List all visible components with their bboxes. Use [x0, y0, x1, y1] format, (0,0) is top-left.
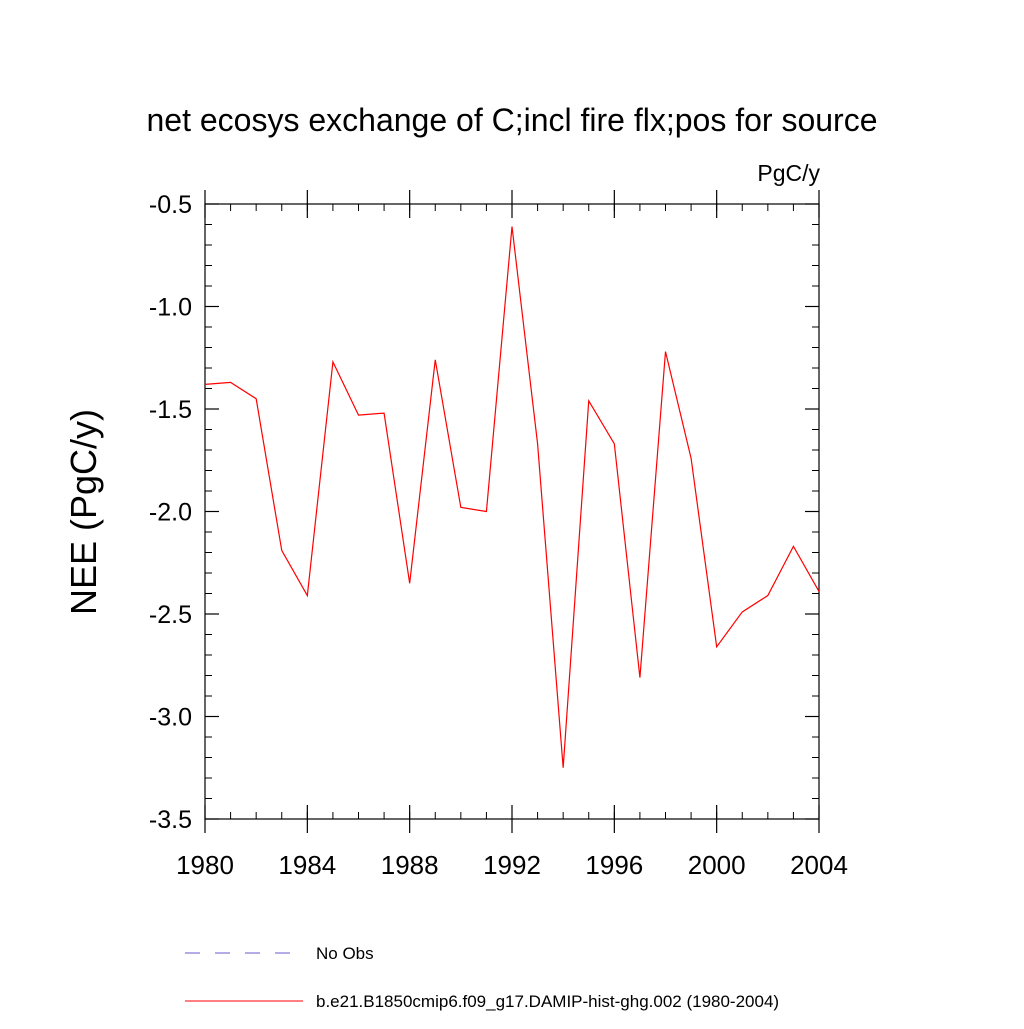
- legend-label: No Obs: [316, 944, 374, 963]
- y-tick-label: -1.0: [149, 294, 192, 322]
- legend-label: b.e21.B1850cmip6.f09_g17.DAMIP-hist-ghg.…: [316, 992, 779, 1011]
- x-axis: 1980 1984 1988 1992 1996 2000 2004: [176, 190, 848, 880]
- x-tick-label: 1984: [278, 850, 336, 880]
- x-tick-label: 1992: [483, 850, 541, 880]
- y-tick-label: -3.0: [149, 704, 192, 732]
- y-tick-label: -1.5: [149, 396, 192, 424]
- x-tick-label: 1988: [381, 850, 439, 880]
- plot-border: [205, 204, 819, 819]
- y-tick-label: -0.5: [149, 191, 192, 219]
- y-tick-label: -2.0: [149, 499, 192, 527]
- legend: No Obs b.e21.B1850cmip6.f09_g17.DAMIP-his…: [185, 944, 779, 1011]
- y-axis: -0.5 -1.0 -1.5 -2.0 -2.5 -3.0 -3.5: [149, 191, 819, 834]
- x-tick-label: 1980: [176, 850, 234, 880]
- units-label: PgC/y: [757, 160, 820, 186]
- x-tick-label: 2004: [790, 850, 848, 880]
- chart-title: net ecosys exchange of C;incl fire flx;p…: [146, 102, 877, 138]
- y-axis-label: NEE (PgC/y): [63, 409, 104, 615]
- x-tick-label: 2000: [688, 850, 746, 880]
- plot-frame: [205, 204, 819, 819]
- y-tick-label: -3.5: [149, 806, 192, 834]
- x-tick-label: 1996: [585, 850, 643, 880]
- series-layer: [205, 227, 819, 768]
- y-tick-label: -2.5: [149, 601, 192, 629]
- series-line: [205, 227, 819, 768]
